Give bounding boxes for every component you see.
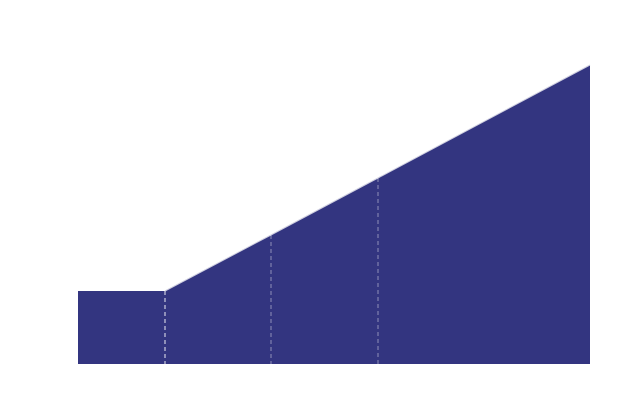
area-edge xyxy=(164,64,591,292)
area xyxy=(78,65,590,364)
